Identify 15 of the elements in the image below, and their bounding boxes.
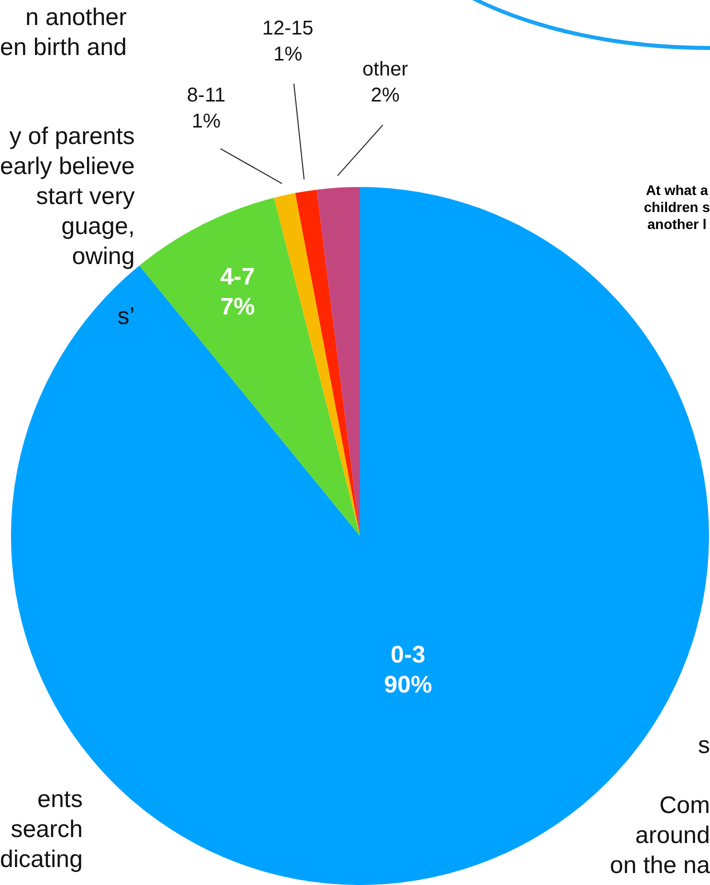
text: s Com around on the na: [610, 732, 710, 879]
slice-label: 0-3: [390, 641, 426, 668]
text: At what a children s another l: [644, 182, 710, 233]
text: n another en birth and: [0, 3, 127, 63]
data-label: 7%: [220, 294, 255, 320]
data-label: 1%: [273, 44, 302, 66]
slice-label: other: [362, 58, 408, 81]
slice-label: 8-11: [186, 84, 226, 107]
slice-label: 4-7: [220, 264, 255, 290]
data-label: 90%: [384, 671, 432, 698]
text: ents search dicating: [0, 785, 83, 875]
slice-label: 12-15: [262, 18, 314, 40]
text: y of parents early believe start very guage, owing s’: [0, 123, 135, 330]
data-label: 2%: [370, 84, 400, 107]
data-label: 1%: [192, 110, 221, 133]
